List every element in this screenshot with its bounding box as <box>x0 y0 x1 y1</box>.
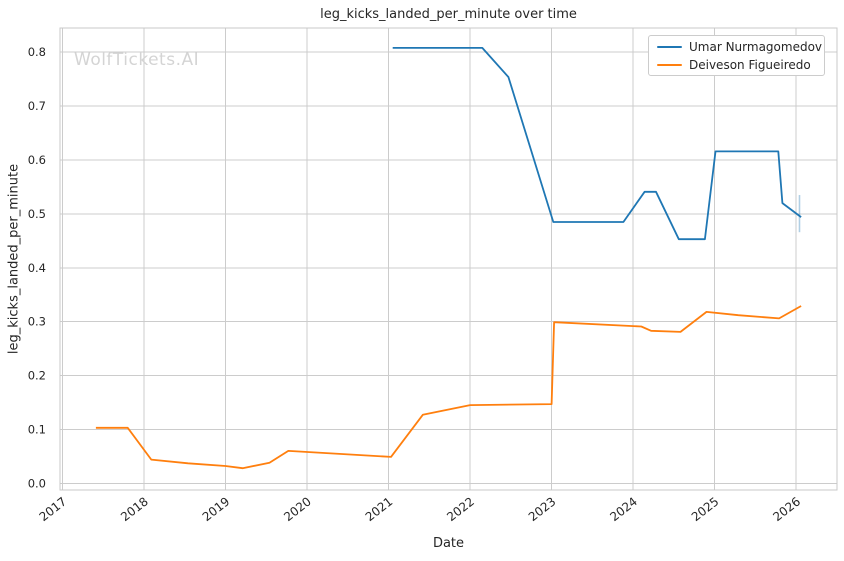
series-line-0 <box>392 47 802 241</box>
x-tick-label: 2024 <box>607 494 640 524</box>
x-tick-label: 2021 <box>363 494 396 524</box>
y-tick-label: 0.8 <box>28 45 46 59</box>
legend-item: Deiveson Figueiredo <box>657 57 816 72</box>
y-tick-label: 0.2 <box>28 369 46 383</box>
y-tick-label: 0.7 <box>28 99 46 113</box>
y-tick-label: 0.0 <box>28 476 46 490</box>
legend-label: Umar Nurmagomedov <box>689 39 823 54</box>
y-tick-label: 0.1 <box>28 422 46 436</box>
chart-title: leg_kicks_landed_per_minute over time <box>320 7 577 22</box>
y-tick-label: 0.4 <box>28 261 46 275</box>
x-tick-label: 2025 <box>689 494 722 524</box>
plot-frame <box>59 27 838 491</box>
legend: Umar Nurmagomedov Deiveson Figueiredo <box>648 35 825 76</box>
y-axis-label: leg_kicks_landed_per_minute <box>6 163 22 355</box>
y-tick-label: 0.6 <box>28 153 46 167</box>
x-tick-label: 2026 <box>770 494 803 524</box>
x-tick-label: 2017 <box>37 494 70 524</box>
x-axis-label: Date <box>432 536 465 551</box>
x-tick-label: 2023 <box>526 494 559 524</box>
series-line-1 <box>95 305 802 470</box>
legend-label: Deiveson Figueiredo <box>689 57 811 72</box>
legend-line-swatch <box>657 45 682 48</box>
x-tick-label: 2018 <box>118 494 151 524</box>
x-tick-label: 2020 <box>281 494 314 524</box>
x-tick-label: 2022 <box>444 494 477 524</box>
x-tick-label: 2019 <box>200 494 233 524</box>
watermark: WolfTickets.AI <box>74 50 200 70</box>
legend-item: Umar Nurmagomedov <box>657 39 822 54</box>
y-tick-label: 0.3 <box>28 315 46 329</box>
y-tick-label: 0.5 <box>28 207 46 221</box>
legend-line-swatch <box>657 63 682 66</box>
